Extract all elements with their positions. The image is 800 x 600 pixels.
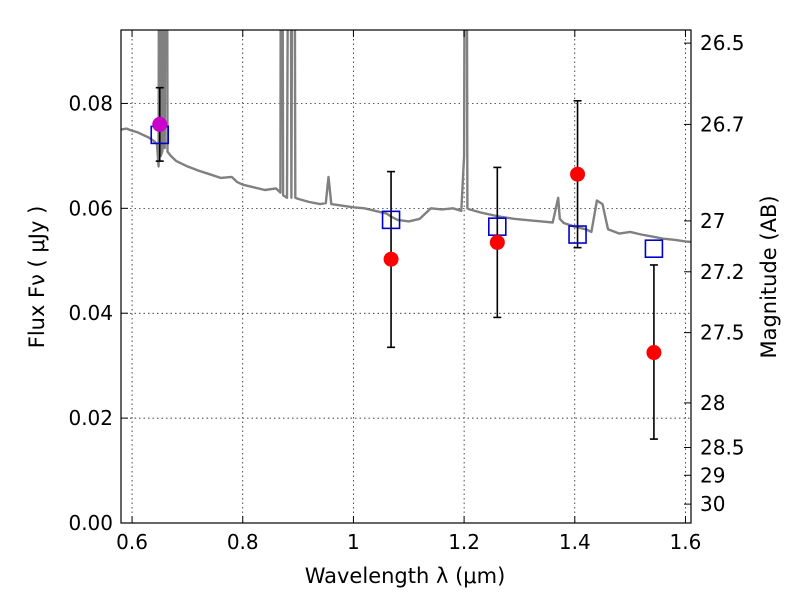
plot-frame xyxy=(120,29,692,524)
y2-tick-label: 28.5 xyxy=(700,435,745,459)
y2-tick-label: 30 xyxy=(700,492,725,516)
observed-point xyxy=(383,251,399,267)
model-photometry-marker xyxy=(568,225,587,244)
y2-tick-label: 26.7 xyxy=(700,112,745,136)
y2-tick-label: 27 xyxy=(700,209,725,233)
y-tick-label: 0.04 xyxy=(68,301,113,325)
x-tick-label: 1 xyxy=(347,530,360,554)
observed-point xyxy=(646,345,662,361)
y2-tick-label: 27.2 xyxy=(700,260,745,284)
y2-axis-label: Magnitude (AB) xyxy=(757,195,781,358)
y-tick-label: 0.08 xyxy=(68,91,113,115)
x-tick-label: 1.6 xyxy=(670,530,702,554)
model-spectrum-line xyxy=(121,30,691,244)
x-tick-label: 1.2 xyxy=(448,530,480,554)
model-photometry-marker xyxy=(381,210,401,230)
x-tick-label: 0.8 xyxy=(227,530,259,554)
model-photometry-marker xyxy=(644,239,664,259)
y-axis-label: Flux Fν ( μJy ) xyxy=(25,206,49,349)
y-tick-label: 0.02 xyxy=(68,406,113,430)
x-axis-label: Wavelength λ (μm) xyxy=(305,564,506,588)
y2-tick-label: 29 xyxy=(700,463,725,487)
y2-tick-label: 27.5 xyxy=(700,321,745,345)
observed-point xyxy=(570,166,586,182)
y2-tick-label: 28 xyxy=(700,391,725,415)
y-tick-label: 0.00 xyxy=(68,511,113,535)
plot-area xyxy=(121,30,691,440)
axis-ticks: 0.6 0.8 1 1.2 1.4 1.6 0.00 0.02 0.04 0.06 0.08 26.5… xyxy=(68,30,745,554)
x-tick-label: 1.4 xyxy=(559,530,591,554)
grid xyxy=(121,30,691,524)
y2-tick-label: 26.5 xyxy=(700,31,745,55)
observed-point xyxy=(489,234,505,250)
y-tick-label: 0.06 xyxy=(68,196,113,220)
x-tick-label: 0.6 xyxy=(116,530,148,554)
observed-point xyxy=(152,116,168,132)
